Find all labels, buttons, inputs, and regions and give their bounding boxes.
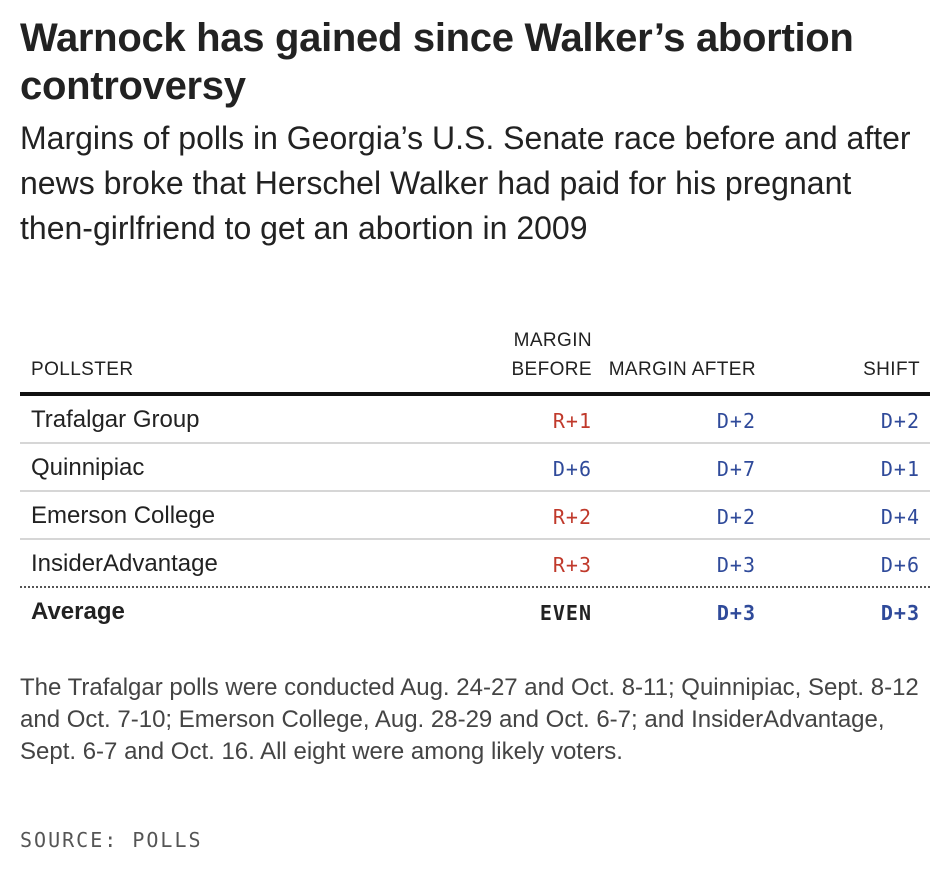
- average-row: Average EVEN D+3 D+3: [20, 588, 930, 636]
- header-pollster: POLLSTER: [31, 359, 134, 380]
- header-rule: [20, 392, 930, 396]
- header-shift: SHIFT: [863, 359, 920, 380]
- margin-after-value: D+3: [716, 553, 756, 577]
- average-margin-after: D+3: [716, 601, 756, 625]
- average-shift: D+3: [880, 601, 920, 625]
- pollster-name: InsiderAdvantage: [31, 550, 218, 577]
- table-row: Emerson College R+2 D+2 D+4: [20, 492, 930, 540]
- margin-after-value: D+2: [716, 409, 756, 433]
- margin-before-value: D+6: [552, 457, 592, 481]
- table-header: POLLSTER MARGIN BEFORE MARGIN AFTER SHIF…: [20, 330, 930, 392]
- average-margin-before: EVEN: [539, 601, 592, 625]
- poll-table: POLLSTER MARGIN BEFORE MARGIN AFTER SHIF…: [20, 330, 930, 636]
- source-line: SOURCE: POLLS: [20, 828, 203, 852]
- margin-before-value: R+2: [552, 505, 592, 529]
- header-margin-before: MARGIN BEFORE: [511, 330, 592, 380]
- table-row: Quinnipiac D+6 D+7 D+1: [20, 444, 930, 492]
- margin-after-value: D+2: [716, 505, 756, 529]
- shift-value: D+1: [880, 457, 920, 481]
- header-margin-after: MARGIN AFTER: [608, 359, 756, 380]
- shift-value: D+2: [880, 409, 920, 433]
- footnote: The Trafalgar polls were conducted Aug. …: [20, 674, 919, 765]
- pollster-name: Trafalgar Group: [31, 406, 200, 433]
- margin-after-value: D+7: [716, 457, 756, 481]
- average-label: Average: [31, 598, 125, 625]
- shift-value: D+4: [880, 505, 920, 529]
- pollster-name: Emerson College: [31, 502, 216, 529]
- table-row: InsiderAdvantage R+3 D+3 D+6: [20, 540, 930, 588]
- table-row: Trafalgar Group R+1 D+2 D+2: [20, 396, 930, 444]
- margin-before-value: R+1: [552, 409, 592, 433]
- pollster-name: Quinnipiac: [31, 454, 145, 481]
- margin-before-value: R+3: [552, 553, 592, 577]
- chart-subtitle: Margins of polls in Georgia’s U.S. Senat…: [20, 120, 911, 246]
- chart-title: Warnock has gained since Walker’s aborti…: [20, 16, 854, 108]
- shift-value: D+6: [880, 553, 920, 577]
